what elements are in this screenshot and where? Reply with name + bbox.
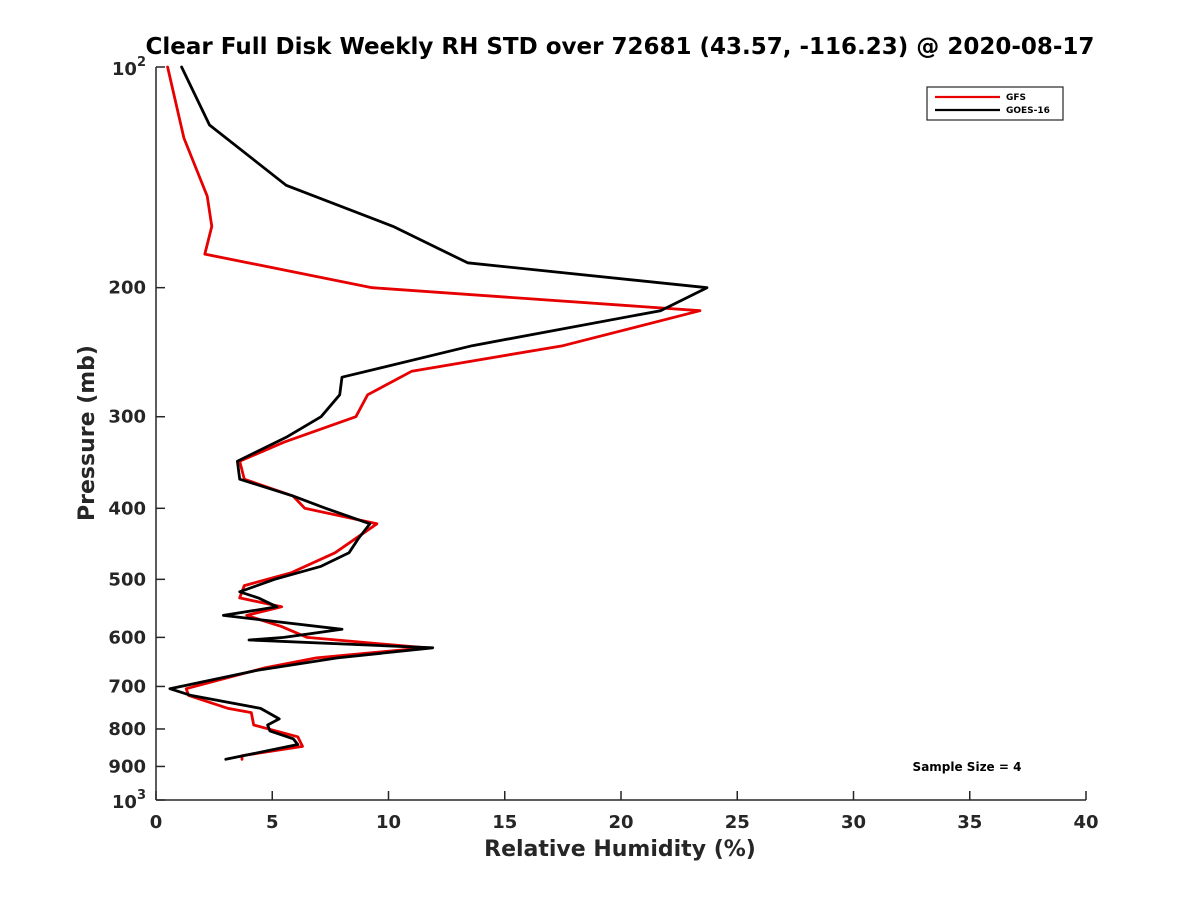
plot-area [156, 67, 1086, 800]
y-tick-label: 700 [108, 676, 146, 697]
x-tick-label: 35 [957, 812, 982, 833]
y-ticks: 102 200 300 400 500 600 700 800 900 103 [108, 55, 165, 813]
legend: GFS GOES-16 [926, 86, 1064, 121]
y-tick-label: 800 [108, 719, 146, 740]
y-tick-label: 300 [108, 407, 146, 428]
series-line-gfs [166, 65, 702, 761]
y-tick-label: 200 [108, 278, 146, 299]
x-tick-label: 20 [608, 812, 633, 833]
chart-title: Clear Full Disk Weekly RH STD over 72681… [146, 34, 1095, 60]
x-ticks: 0 5 10 15 20 25 30 35 40 [150, 791, 1099, 833]
x-axis-label: Relative Humidity (%) [484, 837, 756, 862]
series-line-goes-16 [168, 65, 709, 761]
x-tick-label: 0 [150, 812, 163, 833]
series-layer [166, 65, 709, 761]
x-tick-label: 15 [492, 812, 517, 833]
y-tick-label: 103 [112, 788, 146, 813]
x-tick-label: 5 [266, 812, 279, 833]
legend-label-gfs: GFS [1006, 93, 1026, 103]
x-tick-label: 30 [841, 812, 866, 833]
x-tick-label: 25 [725, 812, 750, 833]
y-tick-label: 500 [108, 569, 146, 590]
legend-label-goes-16: GOES-16 [1006, 106, 1050, 116]
y-axis-label: Pressure (mb) [75, 345, 100, 521]
y-tick-label: 900 [108, 756, 146, 777]
legend-box [926, 86, 1064, 121]
x-tick-label: 40 [1073, 812, 1098, 833]
sample-size-annotation: Sample Size = 4 [913, 760, 1022, 774]
y-tick-label: 600 [108, 627, 146, 648]
x-tick-label: 10 [376, 812, 401, 833]
y-tick-label: 400 [108, 498, 146, 519]
y-tick-label: 102 [112, 55, 146, 80]
